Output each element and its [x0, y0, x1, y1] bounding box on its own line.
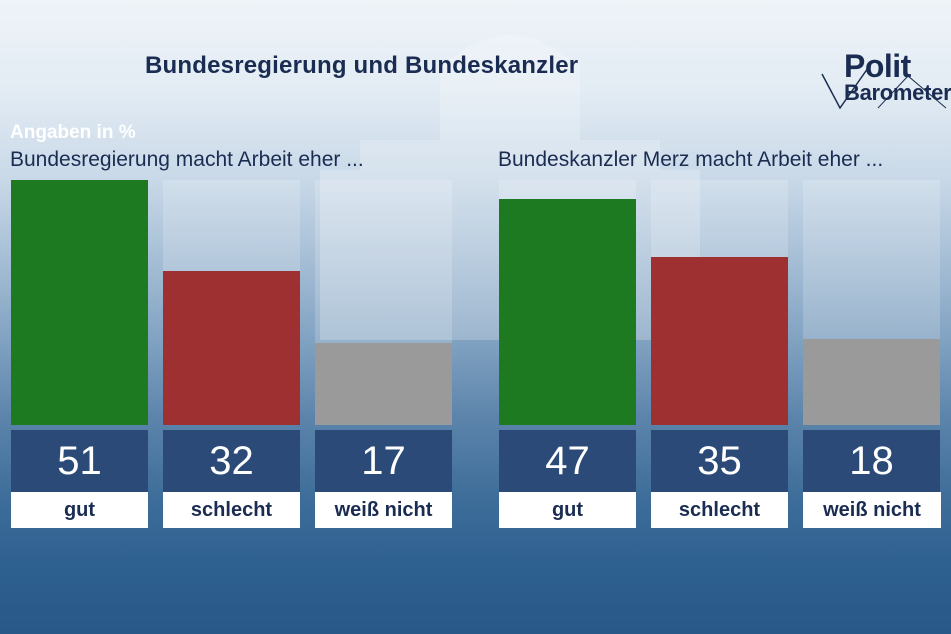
bar-schlecht [163, 271, 300, 425]
panel-title-government: Bundesregierung macht Arbeit eher ... [10, 148, 364, 171]
panel-title-chancellor: Bundeskanzler Merz macht Arbeit eher ... [498, 148, 884, 171]
category-label: schlecht [651, 492, 788, 528]
unit-label: Angaben in % [10, 122, 136, 143]
bar-gut [11, 180, 148, 425]
category-label: weiß nicht [803, 492, 941, 528]
politbarometer-logo: Polit Barometer [818, 46, 951, 116]
chart-title: Bundesregierung und Bundeskanzler [145, 52, 579, 79]
bar-slot [315, 180, 452, 425]
bar-slot [163, 180, 300, 425]
data-label-value: 32 [163, 430, 300, 492]
category-label: gut [11, 492, 148, 528]
bar-weiss-nicht [803, 339, 940, 425]
data-label-value: 47 [499, 430, 636, 492]
bar-weiss-nicht [315, 343, 452, 425]
checkmark-icon [821, 67, 947, 110]
data-label-value: 17 [315, 430, 452, 492]
category-label: schlecht [163, 492, 300, 528]
data-label-value: 18 [803, 430, 940, 492]
bar-slot [803, 180, 940, 425]
bar-slot [11, 180, 148, 425]
category-label: gut [499, 492, 636, 528]
data-label-value: 51 [11, 430, 148, 492]
category-label: weiß nicht [315, 492, 452, 528]
bar-schlecht [651, 257, 788, 425]
data-label-value: 35 [651, 430, 788, 492]
bar-slot [499, 180, 636, 425]
logo-text-polit: Polit [844, 48, 911, 84]
bar-slot [651, 180, 788, 425]
logo-text-barometer: Barometer [844, 80, 951, 105]
bar-gut [499, 199, 636, 425]
